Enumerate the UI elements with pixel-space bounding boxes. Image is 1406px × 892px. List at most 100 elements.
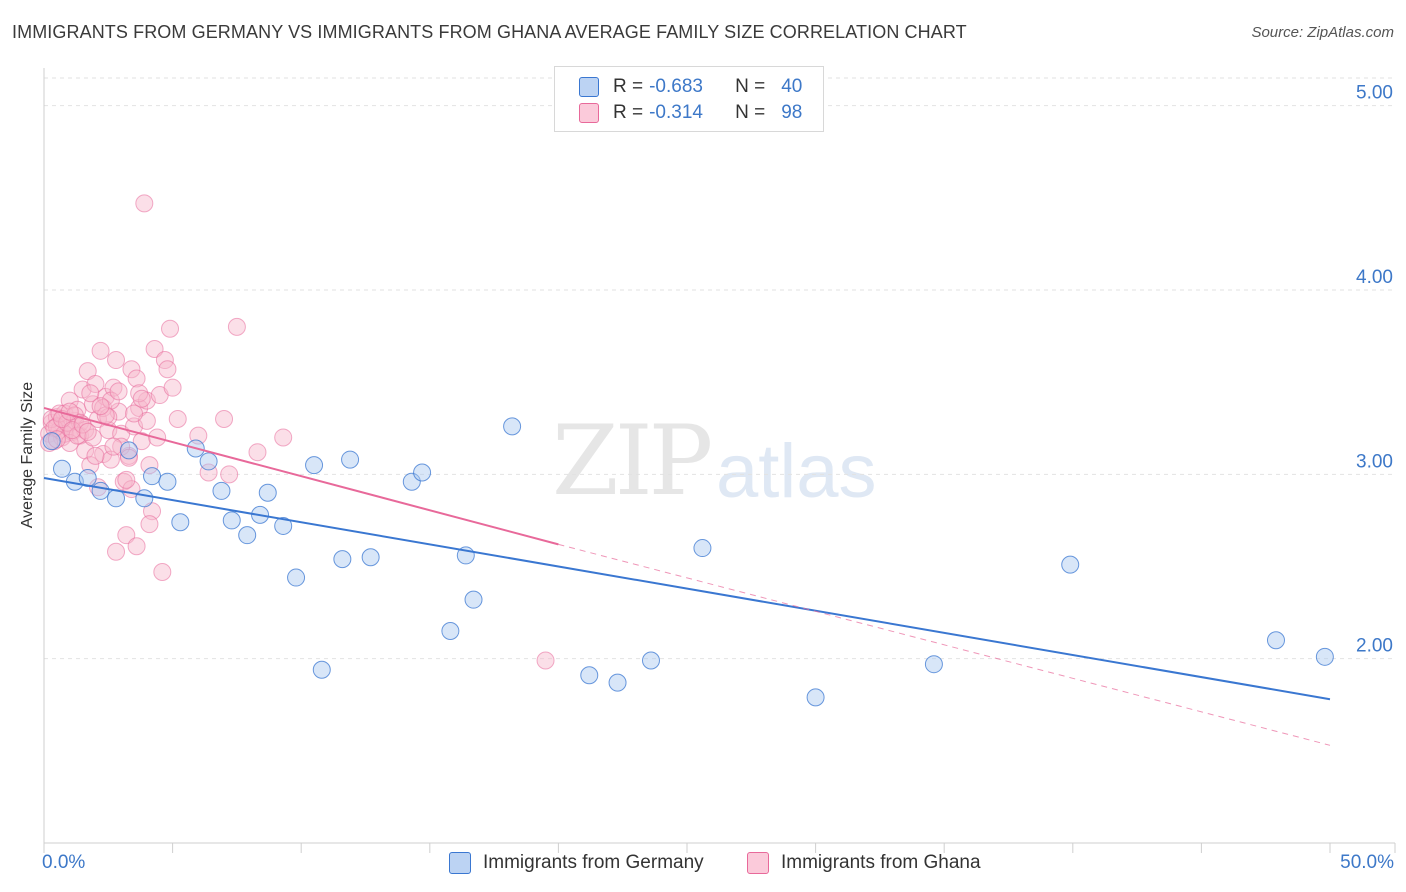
- germany-point: [413, 463, 432, 482]
- germany-point: [171, 513, 190, 532]
- germany-point: [580, 666, 599, 685]
- n-label: N =: [735, 76, 766, 97]
- ghana-point: [68, 426, 87, 445]
- ghana-point: [81, 384, 100, 403]
- germany-legend-swatch: [449, 852, 471, 874]
- germany-point: [143, 467, 162, 486]
- ghana-point: [122, 360, 141, 379]
- ghana-point: [60, 402, 79, 421]
- ghana-point: [248, 443, 267, 462]
- ghana-point: [127, 369, 146, 388]
- ghana-point: [104, 437, 123, 456]
- germany-point: [274, 516, 293, 535]
- ghana-point: [536, 651, 555, 670]
- ghana-point: [119, 448, 138, 467]
- ghana-point: [83, 428, 102, 447]
- ghana-point: [94, 398, 113, 417]
- germany-point: [199, 452, 218, 471]
- watermark-zip: ZIP: [552, 405, 713, 517]
- germany-point: [287, 568, 306, 587]
- germany-point: [158, 472, 177, 491]
- germany-point: [464, 590, 483, 609]
- germany-point: [53, 459, 72, 478]
- germany-point: [503, 417, 522, 436]
- germany-point: [1266, 631, 1285, 650]
- ghana-point: [274, 428, 293, 447]
- germany-point: [222, 511, 241, 530]
- ghana-legend-swatch: [747, 852, 769, 874]
- germany-trend-line: [43, 477, 1331, 701]
- y-axis-title: Average Family Size: [19, 381, 36, 529]
- legend-row-germany: R = -0.683 N = 40: [579, 75, 802, 99]
- ghana-point: [91, 397, 110, 416]
- stats-legend: R = -0.683 N = 40 R = -0.314 N = 98: [554, 66, 824, 132]
- germany-point: [305, 456, 324, 475]
- germany-point: [402, 472, 421, 491]
- germany-point: [441, 622, 460, 641]
- germany-point: [119, 441, 138, 460]
- germany-point: [806, 688, 825, 707]
- germany-point: [341, 450, 360, 469]
- germany-swatch: [579, 77, 599, 97]
- x-tick-label-min: 0.0%: [42, 852, 86, 873]
- ghana-point: [168, 410, 187, 429]
- germany-point: [312, 660, 331, 679]
- legend-item-ghana[interactable]: Immigrants from Ghana: [747, 852, 981, 874]
- ghana-swatch: [579, 103, 599, 123]
- ghana-point: [117, 470, 136, 489]
- ghana-point: [140, 456, 159, 475]
- series-legend: Immigrants from Germany Immigrants from …: [0, 852, 1406, 876]
- ghana-point: [132, 389, 151, 408]
- ghana-point: [107, 542, 126, 561]
- germany-point: [608, 673, 627, 692]
- ghana-point: [107, 351, 126, 370]
- germany-n-value: 40: [781, 76, 803, 97]
- y-tick-label: 2.00: [1356, 636, 1393, 657]
- ghana-point: [117, 526, 136, 545]
- germany-point: [258, 483, 277, 502]
- germany-point: [42, 432, 61, 451]
- r-label: R =: [613, 102, 644, 123]
- ghana-point: [114, 472, 133, 491]
- germany-point: [924, 655, 943, 674]
- ghana-legend-label: Immigrants from Ghana: [781, 852, 981, 873]
- ghana-point: [140, 515, 159, 534]
- germany-point: [238, 526, 257, 545]
- y-tick-label: 3.00: [1356, 451, 1393, 472]
- chart-title: IMMIGRANTS FROM GERMANY VS IMMIGRANTS FR…: [12, 22, 967, 42]
- germany-point: [641, 651, 660, 670]
- r-label: R =: [613, 76, 644, 97]
- ghana-point: [163, 378, 182, 397]
- ghana-point: [125, 404, 144, 423]
- ghana-point: [91, 341, 110, 360]
- germany-point: [91, 481, 110, 500]
- source-label: Source: ZipAtlas.com: [1251, 24, 1394, 41]
- legend-item-germany[interactable]: Immigrants from Germany: [449, 852, 704, 874]
- ghana-n-value: 98: [781, 102, 803, 123]
- ghana-trend-extension: [558, 543, 1331, 746]
- ghana-r-value: -0.314: [649, 102, 703, 123]
- y-tick-label: 4.00: [1356, 267, 1393, 288]
- ghana-point: [153, 563, 172, 582]
- ghana-point: [86, 446, 105, 465]
- ghana-point: [227, 317, 246, 336]
- ghana-point: [63, 421, 82, 440]
- ghana-point: [78, 422, 97, 441]
- germany-point: [135, 489, 154, 508]
- germany-point: [212, 481, 231, 500]
- x-tick-label-max: 50.0%: [1340, 852, 1394, 873]
- germany-r-value: -0.683: [649, 76, 703, 97]
- ghana-point: [86, 375, 105, 393]
- ghana-point: [220, 465, 239, 484]
- ghana-point: [161, 319, 180, 338]
- germany-point: [361, 548, 380, 567]
- germany-point: [1061, 555, 1080, 574]
- y-tick-label: 5.00: [1356, 83, 1393, 104]
- ghana-point: [215, 410, 234, 429]
- ghana-point: [145, 339, 164, 358]
- ghana-point: [158, 360, 177, 379]
- ghana-point: [127, 537, 146, 556]
- germany-legend-label: Immigrants from Germany: [483, 852, 704, 873]
- n-label: N =: [735, 102, 766, 123]
